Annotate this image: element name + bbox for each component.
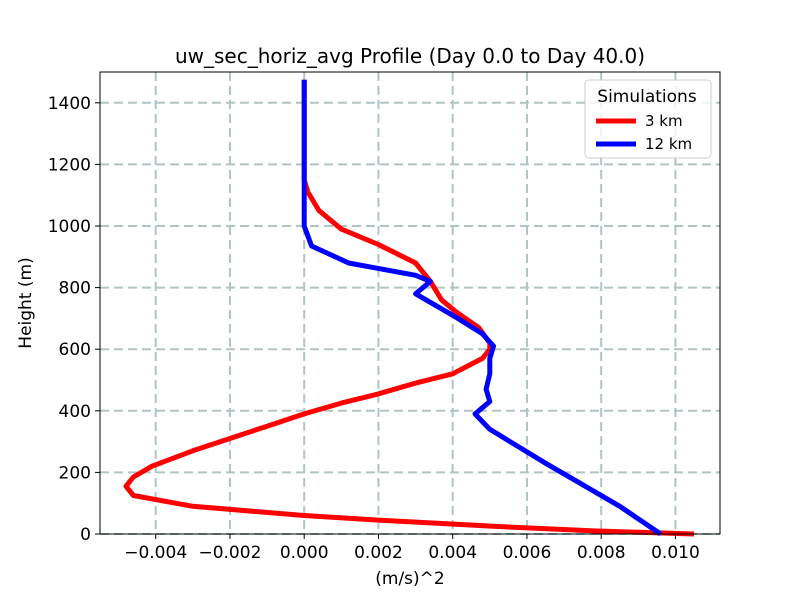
y-tick-label: 400	[59, 402, 91, 422]
y-tick-label: 0	[80, 525, 91, 545]
legend: Simulations 3 km 12 km	[584, 79, 712, 159]
plot-series	[123, 79, 695, 537]
x-tick-label: 0.008	[577, 543, 626, 563]
chart-title: uw_sec_horiz_avg Profile (Day 0.0 to Day…	[175, 44, 645, 68]
axes-frame	[99, 71, 721, 535]
legend-title: Simulations	[597, 87, 697, 107]
y-tick-label: 1400	[48, 94, 91, 114]
x-axis-ticks: −0.004 −0.002 0.000 0.002 0.004 0.006 0.008 0.0…	[124, 534, 700, 563]
series-line-3km	[123, 79, 695, 537]
y-tick-label: 200	[59, 463, 91, 483]
y-tick-label: 600	[59, 340, 91, 360]
series-line-12km	[301, 79, 663, 537]
x-tick-label: 0.004	[428, 543, 477, 563]
x-tick-label: 0.000	[280, 543, 329, 563]
x-tick-label: 0.006	[503, 543, 552, 563]
x-axis-title: (m/s)^2	[375, 569, 444, 589]
y-axis-ticks: 0 200 400 600 800 1000 1200 1400	[48, 94, 100, 545]
legend-box	[584, 79, 712, 159]
y-tick-label: 800	[59, 279, 91, 299]
x-tick-label: 0.002	[354, 543, 403, 563]
x-tick-label: 0.010	[651, 543, 700, 563]
x-tick-label: −0.004	[124, 543, 187, 563]
x-tick-label: −0.002	[198, 543, 261, 563]
legend-label-12km: 12 km	[645, 135, 692, 153]
y-tick-label: 1200	[48, 155, 91, 175]
y-tick-label: 1000	[48, 217, 91, 237]
legend-label-3km: 3 km	[645, 112, 683, 130]
y-axis-title: Height (m)	[16, 257, 36, 348]
